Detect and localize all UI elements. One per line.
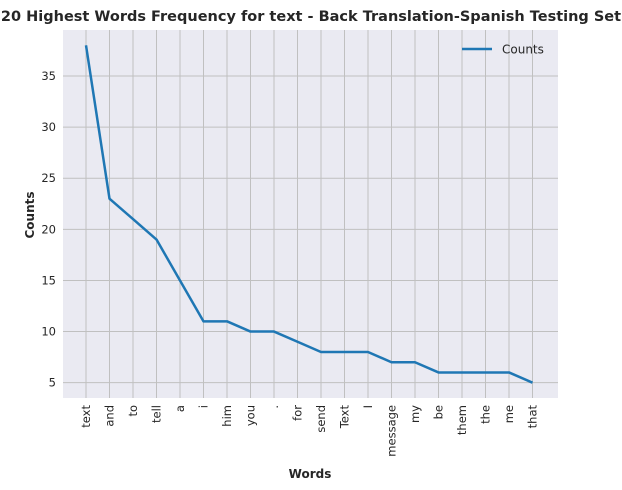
y-tick-label: 30 [41, 120, 56, 134]
y-tick-label: 35 [41, 69, 56, 83]
series-line [84, 45, 533, 384]
chart-title: 20 Highest Words Frequency for text - Ba… [1, 9, 621, 25]
x-tick-label: message [385, 405, 399, 457]
x-tick-label: text [79, 405, 93, 428]
x-tick-label: tell [150, 405, 164, 423]
x-tick-label: and [103, 405, 117, 427]
x-tick-label: my [408, 405, 422, 423]
plot-background [63, 30, 558, 398]
legend-label: Counts [502, 43, 544, 57]
grid [63, 30, 558, 398]
y-tick-label: 25 [41, 171, 56, 185]
y-tick-label: 10 [41, 325, 56, 339]
x-axis-label: Words [289, 467, 332, 481]
x-tick-label: the [479, 405, 493, 424]
x-tick-label: that [526, 405, 540, 429]
x-tick-label: them [455, 405, 469, 435]
x-tick-label: to [126, 405, 140, 417]
x-tick-label: a [173, 405, 187, 412]
x-tick-label: me [502, 405, 516, 423]
y-tick-label: 5 [49, 376, 56, 390]
x-tick-label: him [220, 405, 234, 427]
legend: Counts [462, 43, 544, 57]
x-tick-label: for [291, 405, 305, 421]
series-layer [84, 45, 533, 384]
x-tick-label: you [244, 405, 258, 426]
y-tick-labels: 5 10 15 20 25 30 35 [41, 69, 56, 390]
x-tick-label: . [267, 405, 281, 409]
x-tick-label: i [197, 405, 211, 408]
y-tick-label: 20 [41, 222, 56, 236]
x-tick-label: be [432, 405, 446, 419]
x-tick-label: send [314, 405, 328, 433]
x-tick-label: Text [338, 405, 352, 430]
y-axis-label: Counts [23, 191, 37, 238]
y-tick-label: 15 [41, 273, 56, 287]
x-tick-label: I [361, 405, 375, 408]
